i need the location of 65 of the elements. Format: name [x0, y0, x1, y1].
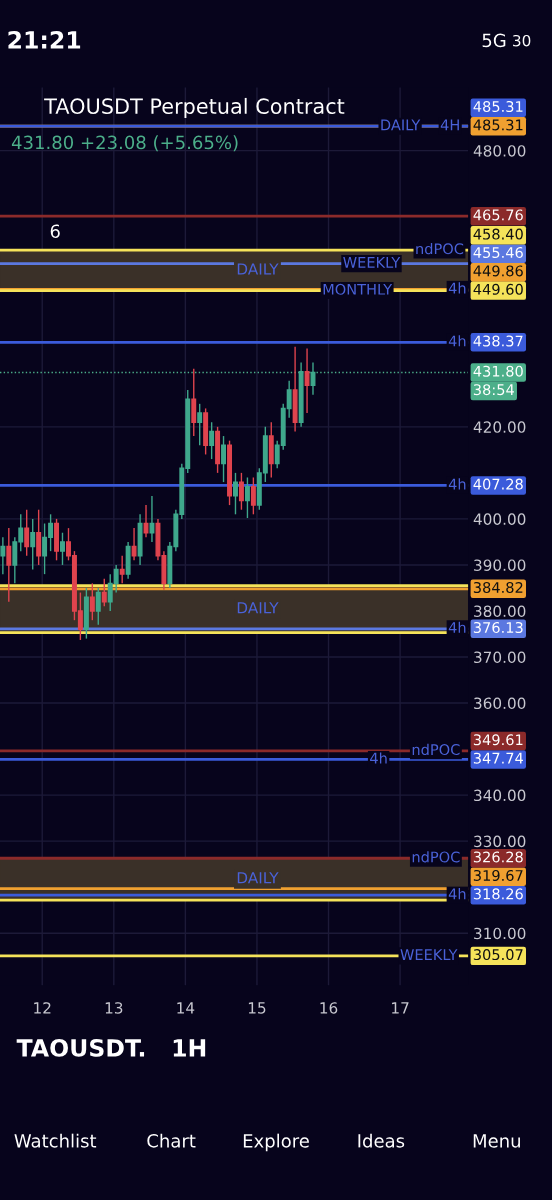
x-tick-label: 13: [105, 1002, 123, 1014]
annotation: ndPOC: [412, 851, 460, 863]
ref-line-label: 349.61: [473, 734, 523, 746]
text: 38:54: [473, 384, 514, 396]
x-tick-label: 17: [392, 1002, 409, 1014]
annotation: 4h: [448, 478, 466, 490]
ref-line-label: 449.86: [473, 265, 523, 277]
text: 431.80 +23.08 (+5.65%): [11, 135, 238, 152]
annotation: ndPOC: [412, 743, 460, 756]
ref-line-label: 455.46: [473, 246, 523, 258]
annotation: 4h: [370, 752, 387, 764]
ref-line-label: 438.37: [473, 335, 523, 347]
y-tick-label: 360.00: [474, 697, 526, 710]
y-tick-label: 370.00: [474, 651, 526, 664]
band-label: DAILY: [237, 872, 279, 884]
text: 30: [513, 34, 531, 47]
text: Chart: [147, 1133, 196, 1148]
text: Menu: [473, 1134, 520, 1148]
ref-line-label: 305.07: [473, 949, 523, 961]
x-tick-label: 12: [34, 1002, 51, 1014]
y-tick-label: 310.00: [474, 927, 526, 940]
annotation: DAILY: [381, 119, 421, 131]
text: 1H: [173, 1039, 206, 1057]
y-tick-label: 380.00: [474, 605, 526, 617]
x-tick-label: 16: [320, 1002, 338, 1014]
y-tick-label: 390.00: [474, 559, 526, 571]
chart-title: TAOUSDT Perpetual Contract: [44, 97, 345, 119]
ref-line-label: 458.40: [473, 228, 523, 240]
y-tick-label: 340.00: [474, 789, 526, 802]
annotation: 4H: [440, 119, 459, 131]
ref-line-label: 376.13: [473, 621, 523, 634]
annotation: 4h: [448, 335, 466, 347]
text: 5G: [482, 33, 506, 48]
text: Watchlist: [14, 1133, 97, 1148]
text: 21:21: [8, 30, 81, 49]
band-label: DAILY: [237, 602, 279, 614]
ref-line-label: 465.76: [473, 209, 523, 221]
annotation: WEEKLY: [343, 257, 401, 268]
ref-line-label: 485.31: [473, 101, 523, 113]
ref-line-label: 326.28: [473, 851, 523, 863]
annotation: 4h: [448, 888, 466, 900]
ref-line-label: 318.26: [473, 888, 523, 900]
annotation: 6: [50, 224, 60, 239]
y-tick-label: 330.00: [474, 835, 526, 848]
y-tick-label: 420.00: [473, 421, 526, 433]
x-tick-label: 14: [177, 1002, 195, 1014]
text: Ideas: [358, 1133, 405, 1148]
text: Explore: [243, 1133, 309, 1152]
ref-line-label: 384.82: [473, 581, 523, 594]
annotation: 4h: [448, 621, 466, 633]
ref-line-label: 319.67: [473, 869, 523, 881]
ref-line-label: 407.28: [473, 478, 523, 490]
annotation: 4h: [448, 282, 466, 294]
annotation: MONTHLY: [323, 283, 393, 295]
text: TAOUSDT.: [16, 1038, 145, 1057]
ref-line-label: 485.31: [473, 119, 523, 131]
y-tick-label: 400.00: [473, 513, 526, 525]
annotation: WEEKLY: [400, 949, 458, 960]
ref-line-label: 449.60: [473, 283, 523, 295]
ref-line-label: 347.74: [473, 752, 523, 764]
y-tick-label: 480.00: [473, 145, 526, 157]
annotation: ndPOC: [416, 243, 464, 255]
band-label: DAILY: [237, 263, 279, 275]
x-tick-label: 15: [248, 1002, 266, 1014]
ref-line-label: 431.80: [473, 365, 523, 377]
